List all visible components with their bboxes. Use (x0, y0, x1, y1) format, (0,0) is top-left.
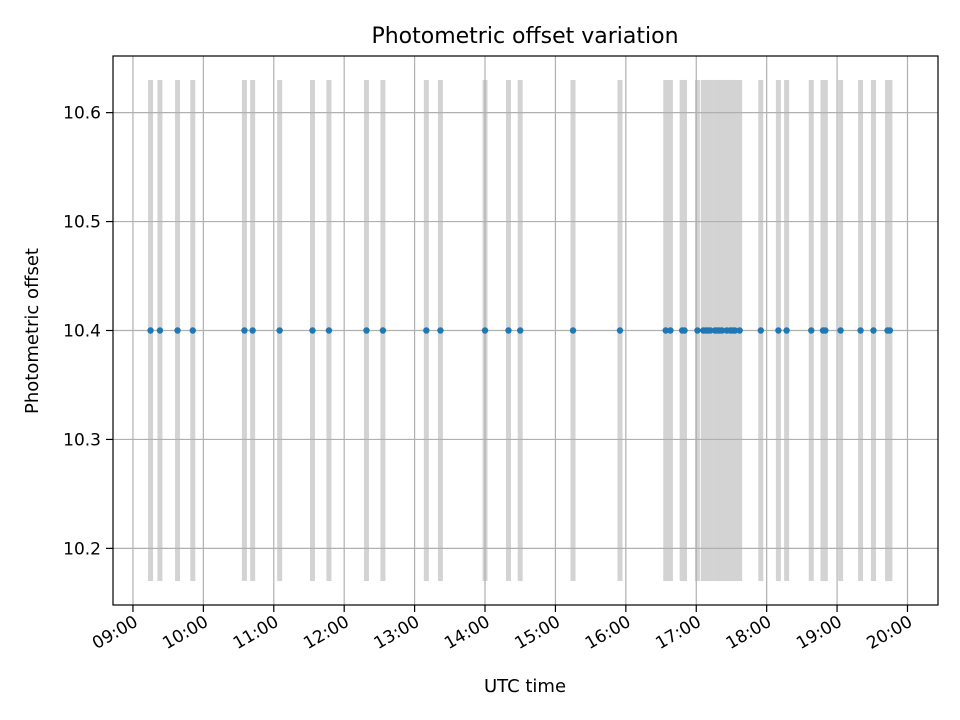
x-axis-label: UTC time (484, 676, 566, 697)
data-point-1 (156, 327, 164, 334)
data-point-35 (736, 327, 743, 334)
data-point-3 (189, 327, 197, 334)
data-point-39 (808, 327, 815, 334)
data-point-4 (241, 327, 248, 334)
y-tick-label-3: 10.5 (63, 213, 101, 233)
data-point-42 (837, 327, 844, 334)
y-tick-label-2: 10.4 (63, 322, 101, 342)
y-axis-label: Photometric offset (22, 248, 43, 414)
data-point-19 (667, 327, 674, 334)
data-point-5 (249, 327, 256, 334)
data-point-14 (505, 327, 512, 334)
data-point-18 (662, 327, 669, 334)
data-point-6 (276, 327, 283, 334)
data-point-30 (718, 327, 726, 334)
data-point-37 (775, 327, 782, 334)
data-point-34 (731, 327, 739, 334)
data-point-41 (822, 327, 829, 334)
data-point-36 (757, 327, 764, 334)
y-tick-label-0: 10.2 (63, 539, 101, 559)
data-point-8 (325, 327, 333, 334)
data-point-38 (783, 327, 790, 334)
data-point-16 (569, 327, 577, 334)
data-point-10 (379, 327, 387, 334)
data-point-17 (616, 327, 624, 334)
y-tick-label-1: 10.3 (63, 430, 101, 450)
chart-title: Photometric offset variation (371, 24, 678, 49)
data-point-22 (694, 327, 701, 334)
data-point-12 (437, 327, 444, 334)
data-point-13 (481, 327, 489, 334)
data-point-9 (363, 327, 370, 334)
data-point-21 (681, 327, 688, 334)
data-point-7 (309, 327, 316, 334)
y-axis-ticks: 10.2 10.3 10.4 10.5 10.6 (63, 104, 113, 559)
grid-lines (113, 56, 938, 605)
y-tick-label-4: 10.6 (63, 104, 101, 124)
data-point-0 (147, 327, 154, 334)
data-point-44 (870, 327, 877, 334)
data-point-46 (886, 327, 894, 334)
data-point-43 (857, 327, 864, 334)
data-point-26 (707, 327, 714, 334)
data-points (147, 327, 894, 334)
data-point-15 (517, 327, 524, 334)
data-point-11 (423, 327, 430, 334)
data-point-2 (174, 327, 181, 334)
